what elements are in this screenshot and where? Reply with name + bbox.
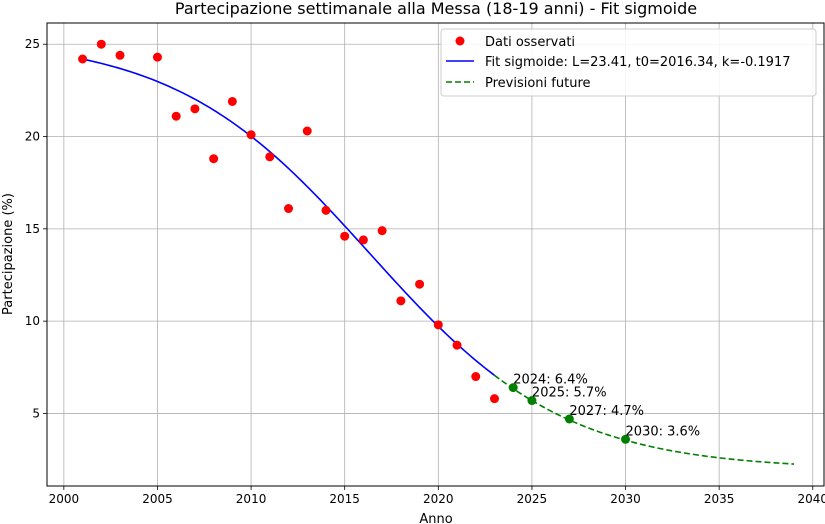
observed-point: [302, 126, 312, 136]
y-axis-label: Partecipazione (%): [1, 193, 16, 315]
forecast-annotation: 2024: 6.4%: [513, 373, 588, 388]
x-tick-label: 2020: [423, 492, 454, 506]
x-tick-label: 2040: [797, 492, 825, 506]
x-tick-label: 2015: [329, 492, 360, 506]
observed-point: [452, 340, 462, 350]
observed-point: [78, 54, 88, 64]
x-tick-label: 2005: [142, 492, 173, 506]
observed-point: [265, 152, 275, 162]
x-tick-label: 2000: [49, 492, 80, 506]
observed-point: [396, 296, 406, 306]
legend-marker-observed: [455, 36, 465, 46]
legend-box: [440, 28, 817, 97]
observed-point: [209, 154, 219, 164]
x-axis-label: Anno: [419, 512, 452, 524]
fit-line: [82, 58, 495, 376]
observed-point: [171, 111, 181, 121]
x-tick-label: 2030: [610, 492, 641, 506]
legend-label-observed: Dati osservati: [485, 35, 575, 50]
observed-point: [115, 50, 125, 60]
observed-point: [96, 39, 106, 49]
observed-point: [489, 394, 499, 404]
series-layer: 2024: 6.4%2025: 5.7% 2027: 4.7% 2030: 3.6%: [78, 39, 795, 465]
observed-point: [227, 96, 237, 106]
axis-ticks: 2000 2005 2010 2015 2020 2025 2030 2035 20405101…: [25, 37, 825, 506]
y-tick-label: 15: [25, 222, 40, 236]
y-tick-label: 10: [25, 314, 40, 328]
y-tick-label: 20: [25, 130, 40, 144]
forecast-point: [527, 396, 537, 406]
observed-point: [246, 130, 256, 140]
x-tick-label: 2035: [704, 492, 735, 506]
plot-frame: [46, 22, 825, 487]
forecast-line: [493, 374, 795, 465]
legend: Dati osservati Fit sigmoide: L=23.41, t0…: [440, 28, 817, 97]
observed-point: [433, 320, 443, 330]
legend-label-forecast: Previsioni future: [485, 76, 591, 91]
forecast-annotation: 2027: 4.7%: [569, 404, 644, 419]
legend-label-fit: Fit sigmoide: L=23.41, t0=2016.34, k=-0.…: [485, 55, 791, 70]
observed-point: [415, 279, 425, 289]
forecast-annotation: 2025: 5.7%: [532, 386, 607, 401]
y-tick-label: 25: [25, 37, 40, 51]
chart-title: Partecipazione settimanale alla Messa (1…: [175, 0, 697, 18]
forecast-point: [621, 434, 631, 444]
x-tick-label: 2025: [517, 492, 548, 506]
observed-point: [152, 52, 162, 62]
observed-point: [358, 235, 368, 245]
observed-point: [190, 104, 200, 114]
observed-point: [321, 205, 331, 215]
forecast-point: [564, 414, 574, 424]
observed-point: [377, 226, 387, 236]
forecast-point: [508, 383, 518, 393]
observed-point: [471, 372, 481, 382]
observed-point: [340, 231, 350, 241]
x-tick-label: 2010: [236, 492, 267, 506]
forecast-annotation: 2030: 3.6%: [626, 424, 701, 439]
observed-point: [284, 204, 294, 214]
y-tick-label: 5: [32, 406, 40, 420]
